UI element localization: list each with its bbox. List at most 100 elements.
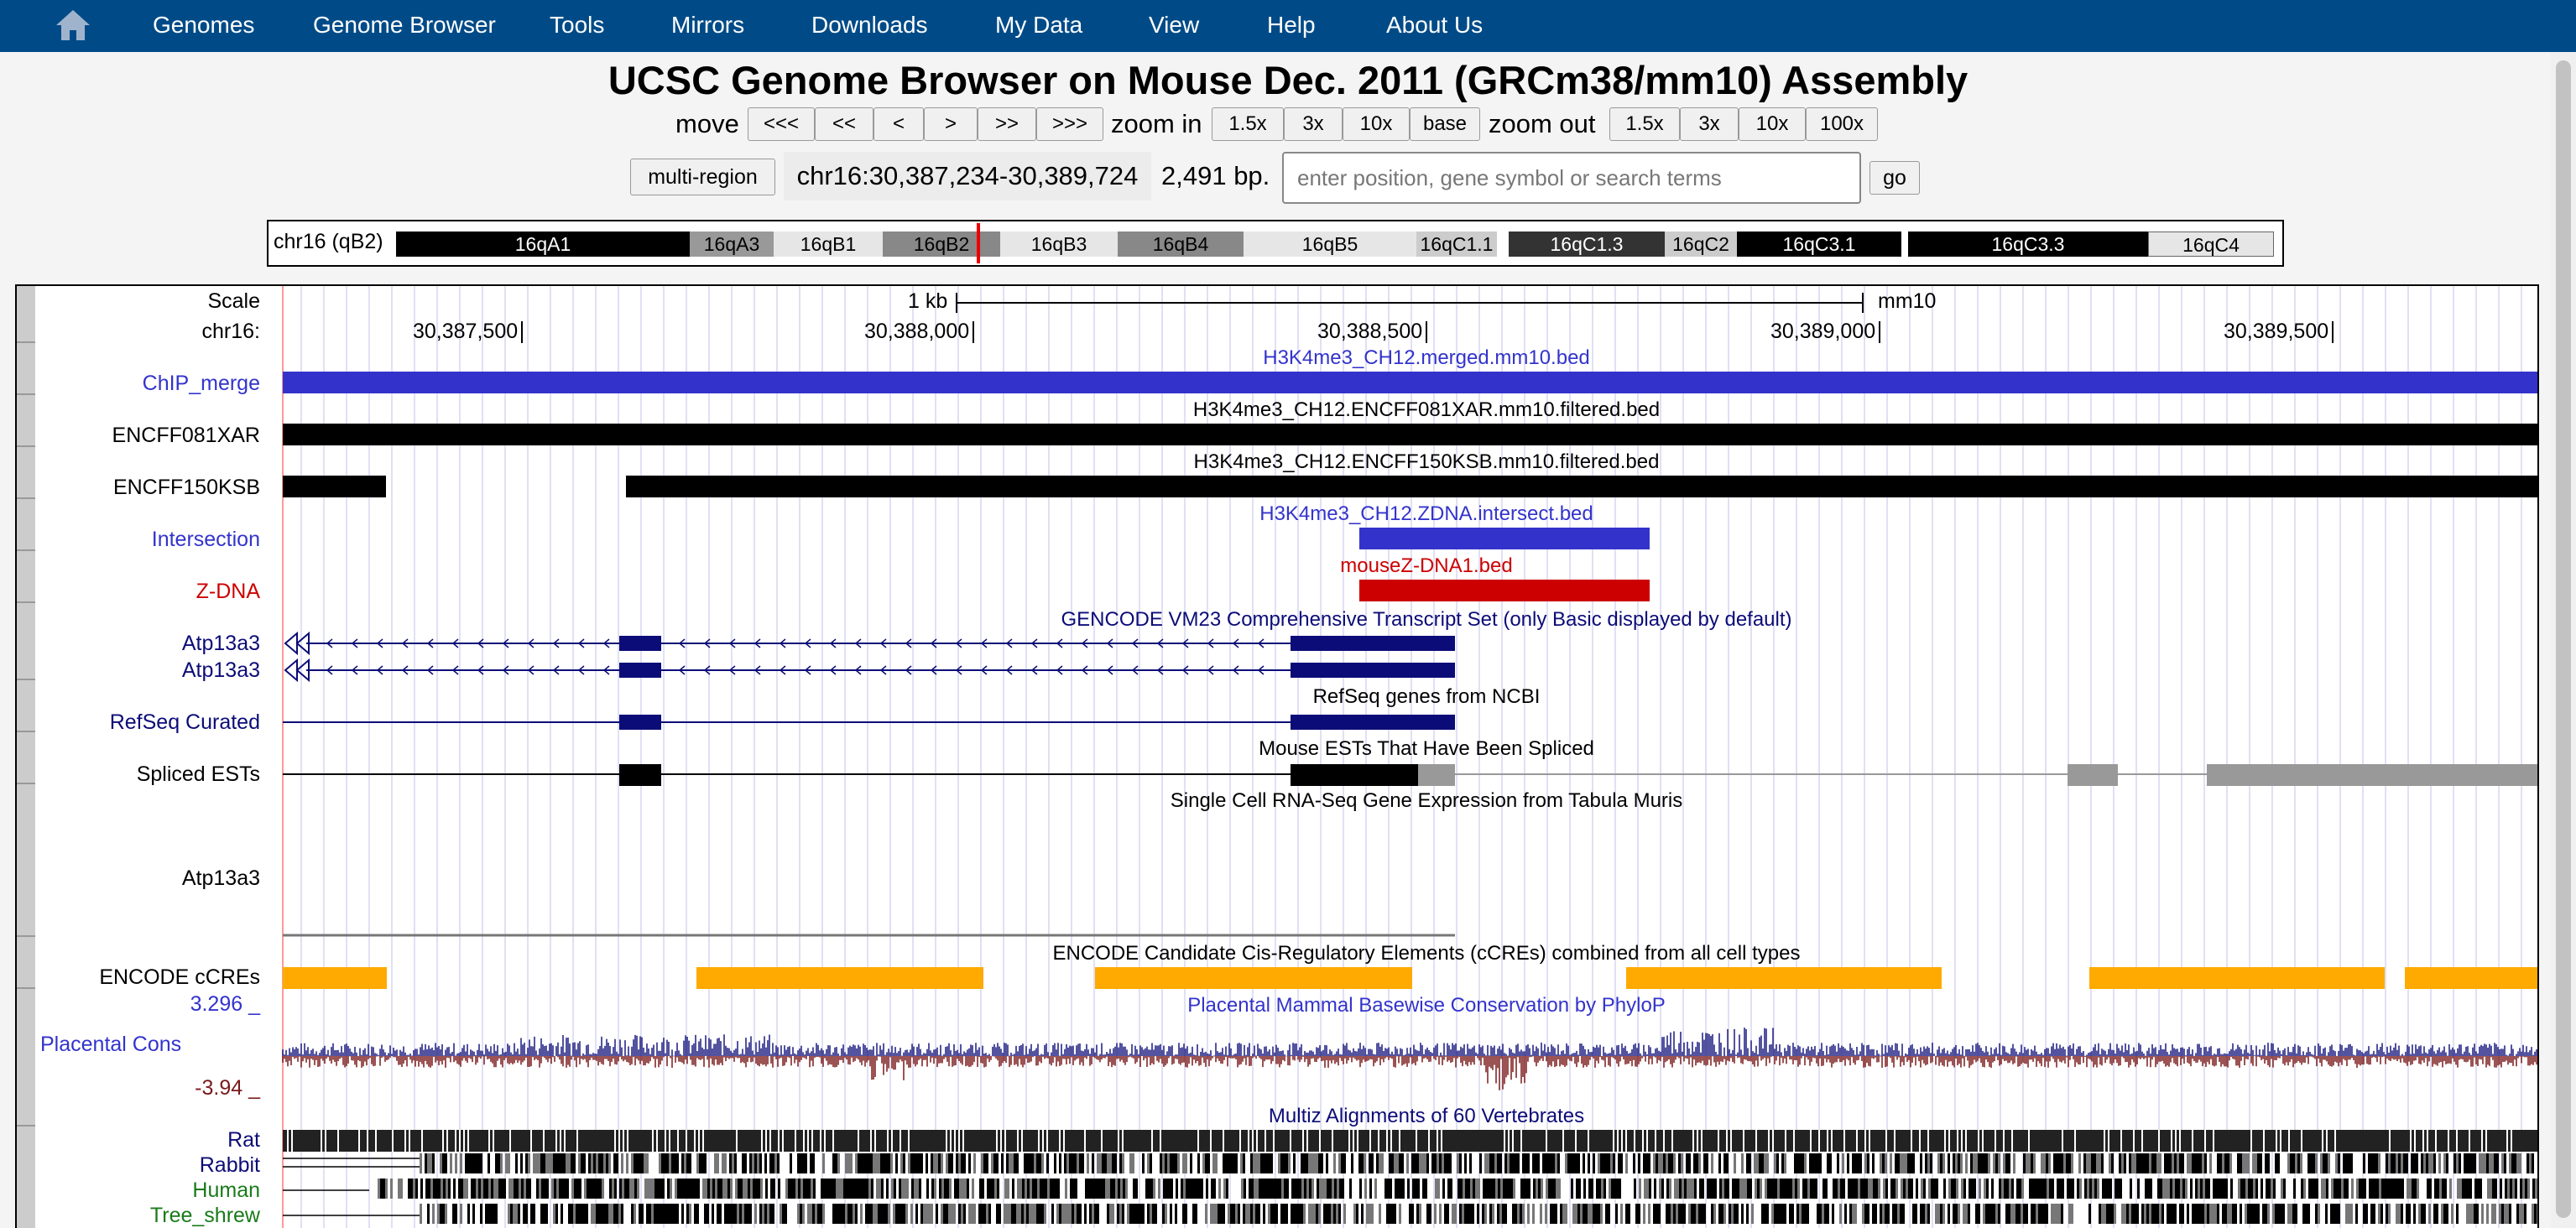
ccre-label[interactable]: ENCODE cCREs [99,965,260,989]
multiz-treeshrew-block [767,1204,769,1224]
gencode-gene-label[interactable]: Atp13a3 [181,632,260,655]
multiz-treeshrew-block [1041,1204,1044,1224]
gencode-transcript-strand-chevron [980,638,988,648]
track-drag-handle[interactable] [17,603,35,680]
track-drag-handle[interactable] [17,937,35,989]
multiz-rat-gap [2171,1130,2172,1152]
tabula-label[interactable]: Atp13a3 [181,866,260,890]
multiz-human-block [1090,1179,1092,1199]
multiz-human-block [1684,1179,1687,1199]
track-drag-handle[interactable] [17,551,35,603]
zoom-in-1-5x-button[interactable]: 1.5x [1212,107,1284,141]
nav-about-us[interactable]: About Us [1386,12,1484,38]
zoom-out-3x-button[interactable]: 3x [1680,107,1739,141]
track-drag-handle[interactable] [17,499,35,551]
multiz-treeshrew-block [802,1204,805,1224]
multiz-rabbit-block [1746,1153,1749,1173]
nav-genomes[interactable]: Genomes [153,12,255,38]
multiz-rabbit-block [1577,1153,1580,1173]
multiz-human-block [730,1179,733,1199]
nav-tools[interactable]: Tools [550,12,605,38]
track-drag-handle[interactable] [17,286,35,343]
scrollbar-thumb[interactable] [2556,60,2571,1218]
multiz-species-tree-shrew[interactable]: Tree_shrew [149,1204,260,1227]
multiz-rabbit-block [1842,1153,1844,1173]
zoom-in-3x-button[interactable]: 3x [1284,107,1343,141]
chromosome-ideogram[interactable]: chr16 (qB2) 16qA1 16qA3 16qB1 16qB2 16qB… [267,220,2284,267]
chip-merge-label[interactable]: ChIP_merge [142,372,260,395]
multiz-human-block [2474,1179,2477,1199]
track-drag-handle[interactable] [17,447,35,499]
track-drag-handle[interactable] [17,1127,35,1228]
move-step-left-button[interactable]: < [873,107,924,141]
multiz-treeshrew-block [717,1204,719,1224]
multiz-treeshrew-block [1006,1204,1009,1224]
zoom-out-10x-button[interactable]: 10x [1739,107,1806,141]
multiz-human-block [383,1179,385,1199]
track-drag-handle[interactable] [17,784,35,937]
browser-image-panel[interactable]: Scale chr16: 1 kb mm10 30,387,500 30,388… [15,284,2539,1228]
gencode-gene-label[interactable]: Atp13a3 [181,658,260,682]
multiz-treeshrew-block [2305,1204,2307,1224]
zoom-in-base-button[interactable]: base [1410,107,1480,141]
multiz-human-block [1825,1179,1828,1199]
multiz-treeshrew-block [1464,1204,1467,1224]
multiz-treeshrew-block [893,1204,895,1224]
search-input[interactable]: enter position, gene symbol or search te… [1282,152,1861,204]
multiz-human-block [738,1179,740,1199]
zoom-out-100x-button[interactable]: 100x [1806,107,1878,141]
track-drag-handle[interactable] [17,395,35,447]
multiz-species-rat[interactable]: Rat [227,1128,260,1152]
nav-view[interactable]: View [1149,12,1200,38]
multiz-rabbit-block [1212,1153,1215,1173]
multiz-human-block [868,1179,871,1199]
multiz-treeshrew-block [2348,1204,2350,1224]
multiz-species-human[interactable]: Human [192,1179,260,1202]
encff081xar-label[interactable]: ENCFF081XAR [112,424,260,447]
multiz-rabbit-block [2255,1153,2257,1173]
move-far-right-button[interactable]: >>> [1036,107,1103,141]
nav-my-data[interactable]: My Data [995,12,1083,38]
multiz-rabbit-block [500,1153,503,1173]
track-drag-handle[interactable] [17,732,35,784]
nav-help[interactable]: Help [1267,12,1316,38]
page-scrollbar[interactable] [2551,52,2576,1228]
home-icon[interactable] [54,7,92,44]
move-far-left-button[interactable]: <<< [748,107,815,141]
multiz-treeshrew-block [1484,1204,1487,1224]
go-button[interactable]: go [1869,161,1920,195]
track-drag-handle[interactable] [17,680,35,732]
nav-mirrors[interactable]: Mirrors [671,12,745,38]
multiz-human-block [380,1179,383,1199]
zoom-out-1-5x-button[interactable]: 1.5x [1609,107,1680,141]
cons-label[interactable]: Placental Cons [40,1033,182,1056]
multiz-treeshrew-block [518,1204,520,1224]
multiz-rabbit-block [608,1153,611,1173]
multiz-human-block [1188,1179,1191,1199]
move-step-right-button[interactable]: > [924,107,978,141]
encff150ksb-label[interactable]: ENCFF150KSB [112,476,260,499]
multiz-treeshrew-block [2088,1204,2091,1224]
multiz-species-rabbit[interactable]: Rabbit [199,1153,260,1177]
move-right-button[interactable]: >> [978,107,1036,141]
multi-region-button[interactable]: multi-region [630,159,775,195]
multiz-human-block [1616,1179,1619,1199]
nav-downloads[interactable]: Downloads [811,12,928,38]
move-left-button[interactable]: << [815,107,873,141]
track-drag-handle[interactable] [17,989,35,1127]
multiz-rat-gap [2456,1130,2458,1152]
refseq-label[interactable]: RefSeq Curated [109,710,260,734]
multiz-rabbit-block [440,1153,442,1173]
track-area[interactable] [17,286,2539,1228]
nav-genome-browser[interactable]: Genome Browser [313,12,496,38]
multiz-human-block [486,1179,488,1199]
ests-label[interactable]: Spliced ESTs [136,762,260,786]
zdna-label[interactable]: Z-DNA [196,580,260,603]
track-drag-handle[interactable] [17,343,35,395]
zoom-in-10x-button[interactable]: 10x [1343,107,1410,141]
position-display[interactable]: chr16:30,387,234-30,389,724 [784,152,1151,200]
intersection-label[interactable]: Intersection [151,528,260,551]
multiz-human-block [2412,1179,2414,1199]
multiz-rabbit-block [734,1153,737,1173]
multiz-rat-gap [325,1130,326,1152]
